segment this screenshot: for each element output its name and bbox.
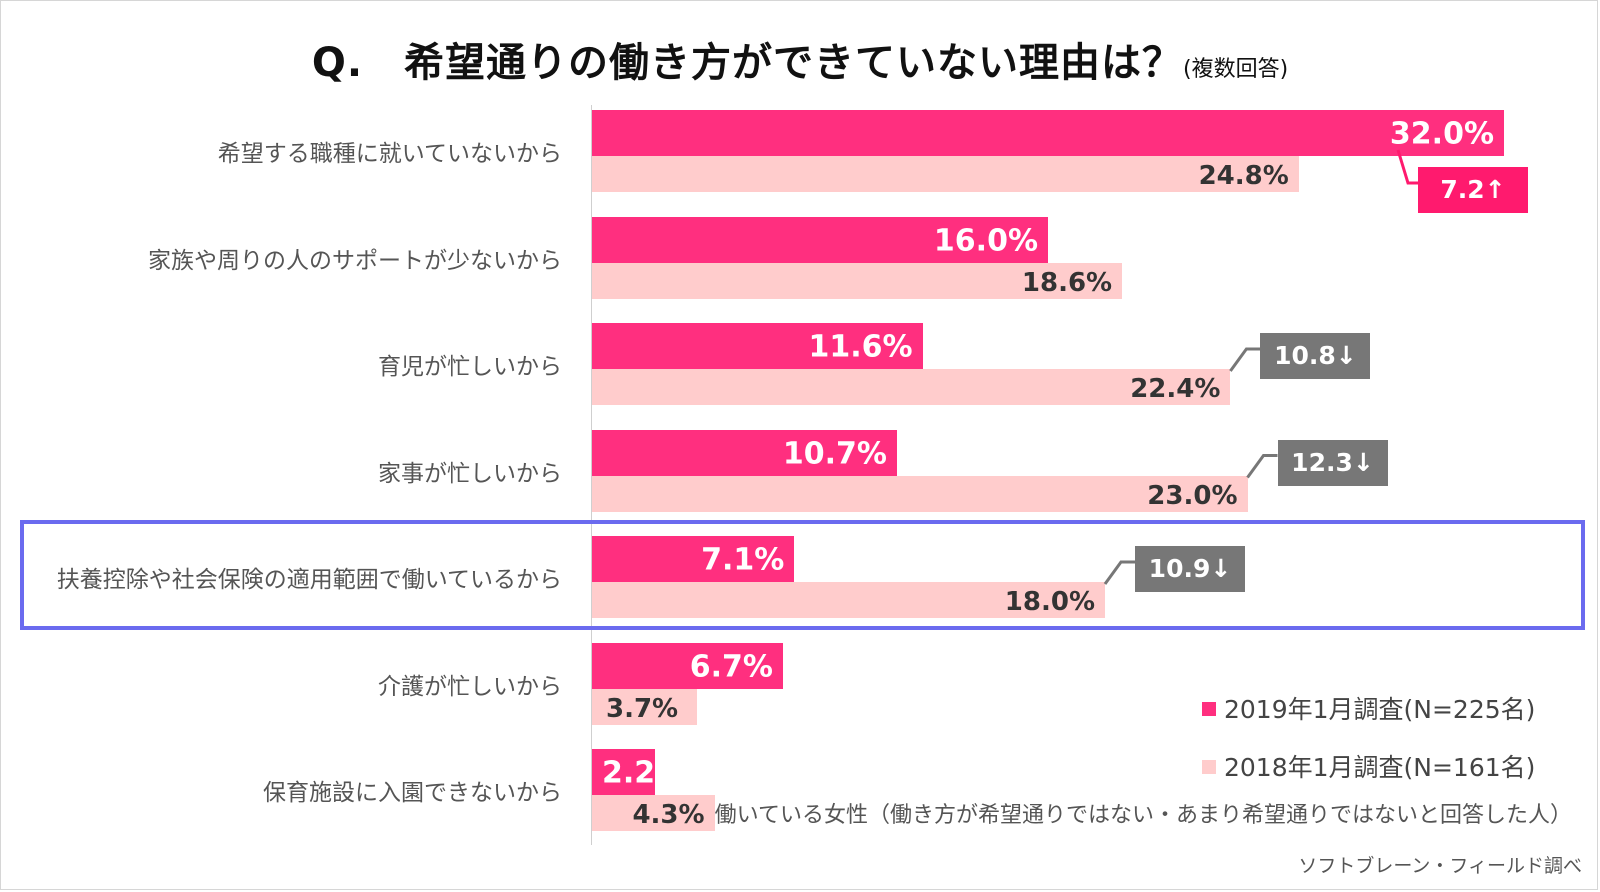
bar-label-2019: 16.0%	[933, 223, 1038, 258]
bar-2019: 7.1%	[592, 536, 795, 582]
bar-label-2019: 11.6%	[808, 329, 913, 365]
category-label: 介護が忙しいから	[378, 673, 562, 700]
difference-connector	[1229, 347, 1261, 372]
bar-2018	[592, 262, 1123, 299]
bar-2019: 10.7%	[592, 429, 897, 476]
category-axis-line	[591, 105, 592, 845]
bar-2018	[592, 582, 1105, 618]
difference-badge: 12.3↓	[1277, 439, 1388, 486]
bar-2019: 16.0%	[592, 216, 1048, 263]
category-label: 扶養控除や社会保険の適用範囲で働いているから	[56, 567, 562, 593]
bar-label-2019: 7.1%	[701, 542, 785, 578]
difference-connector	[1396, 149, 1418, 185]
category-label: 家事が忙しいから	[378, 460, 562, 487]
category-label: 保育施設に入園できないから	[263, 780, 562, 806]
category-label: 家族や周りの人のサポートが少ないから	[148, 247, 562, 274]
category-label: 希望する職種に就いていないから	[217, 141, 562, 167]
bar-label-2019: 32.0%	[1389, 116, 1494, 152]
chart-title: Q. 希望通りの働き方ができていない理由は？(複数回答)	[0, 30, 1600, 88]
bar-label-2019: 10.7%	[782, 436, 887, 471]
title-sub: (複数回答)	[1183, 57, 1289, 82]
bar-label-2019: 6.7%	[689, 649, 773, 684]
bar-2019: 2.2%	[592, 749, 655, 795]
category-label: 育児が忙しいから	[378, 354, 562, 380]
bar-label-2018: 18.0%	[1004, 587, 1095, 617]
highlight-box	[20, 520, 1585, 630]
title-main: Q. 希望通りの働き方ができていない理由は？	[311, 40, 1184, 86]
legend-swatch-2018	[1202, 760, 1216, 774]
legend-label-2019: 2019年1月調査(N=225名)	[1224, 695, 1536, 724]
bar-2019: 11.6%	[592, 323, 923, 369]
difference-badge: 10.9↓	[1135, 546, 1245, 592]
difference-connector	[1103, 560, 1135, 585]
bar-label-2019: 2.2%	[602, 755, 655, 791]
bar-label-2018: 22.4%	[1130, 374, 1221, 404]
difference-badge: 10.8↓	[1260, 333, 1371, 379]
bar-2019: 6.7%	[592, 642, 783, 689]
bar-2019: 32.0%	[592, 110, 1504, 156]
bar-2018	[592, 156, 1299, 192]
bar-2018	[592, 688, 698, 725]
respondent-note: 働いている女性（働き方が希望通りではない・あまり希望通りではないと回答した人）	[714, 803, 1572, 828]
bar-2018	[592, 369, 1231, 405]
legend-swatch-2019	[1202, 702, 1216, 716]
bar-label-2018: 18.6%	[1021, 267, 1113, 298]
bar-2018	[592, 475, 1248, 512]
difference-connector	[1246, 454, 1278, 479]
source-credit: ソフトブレーン・フィールド調べ	[1298, 855, 1582, 877]
bar-2018	[592, 795, 715, 831]
legend-item-2018: 2018年1月調査(N=161名)	[1202, 748, 1535, 784]
bar-label-2018: 4.3%	[632, 800, 705, 830]
bar-label-2018: 24.8%	[1198, 161, 1289, 191]
legend-label-2018: 2018年1月調査(N=161名)	[1224, 753, 1536, 782]
bar-label-2018: 3.7%	[606, 693, 679, 724]
bar-label-2018: 23.0%	[1147, 480, 1238, 511]
legend-item-2019: 2019年1月調査(N=225名)	[1202, 690, 1535, 726]
difference-badge: 7.2↑	[1418, 167, 1528, 213]
